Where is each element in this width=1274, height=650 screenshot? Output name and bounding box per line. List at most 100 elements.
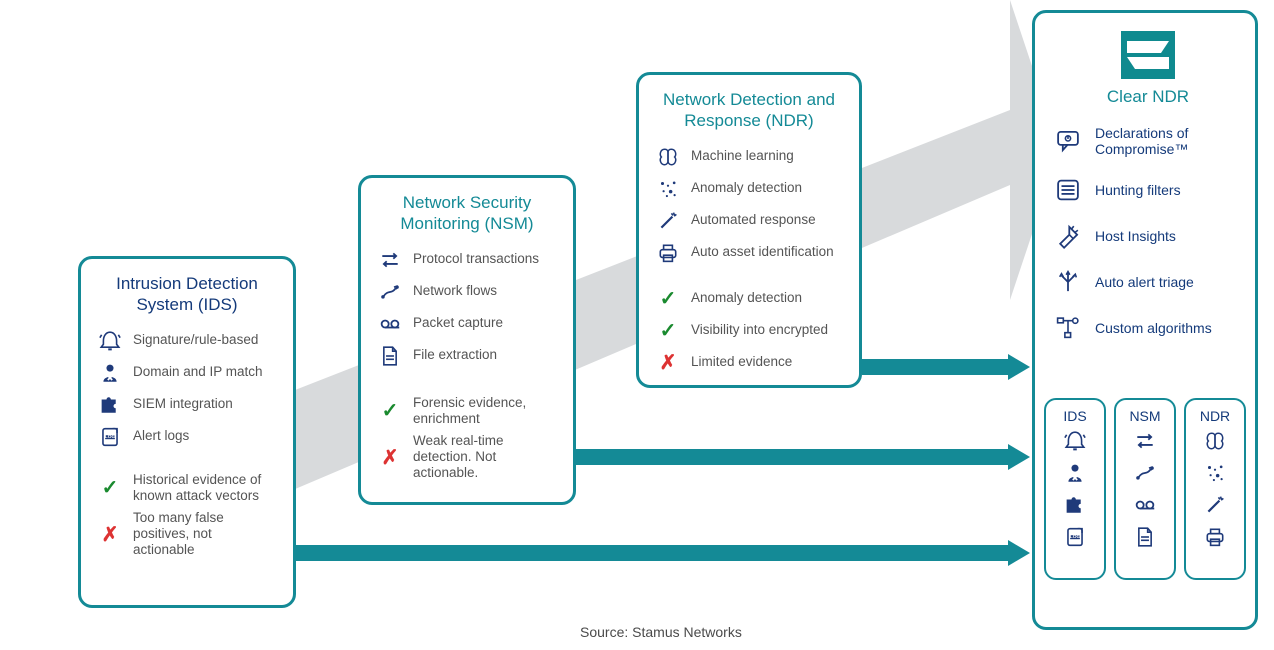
clear-ndr-feature-text-2: Host Insights [1095, 228, 1176, 244]
ids-feature-text-0: Signature/rule-based [133, 332, 277, 348]
mini-ids-label: IDS [1052, 408, 1098, 424]
teal-arrow-1 [576, 444, 1030, 470]
log-icon: LOG [1064, 526, 1086, 548]
teal-arrow-2 [862, 354, 1030, 380]
clear-ndr-feature-text-4: Custom algorithms [1095, 320, 1212, 336]
nsm-feature-text-0: Protocol transactions [413, 251, 557, 267]
check-icon: ✓ [660, 318, 677, 343]
filter-icon [1053, 175, 1083, 205]
person-x-icon [1064, 462, 1086, 484]
clear-ndr-feature-3: Auto alert triage [1053, 267, 1249, 297]
ids-feature-0: Signature/rule-based [97, 328, 277, 354]
mini-ndr-card: NDR [1184, 398, 1246, 580]
ndr-check-text-0: Anomaly detection [691, 290, 843, 306]
ids-feature-3: LOGAlert logs [97, 424, 277, 450]
ndr-check-text-1: Visibility into encrypted [691, 322, 843, 338]
teal-arrow-0 [296, 540, 1030, 566]
mini-ndr-label: NDR [1192, 408, 1238, 424]
puzzle-icon [1064, 494, 1086, 516]
clear-ndr-title: Clear NDR [1035, 87, 1261, 107]
nsm-feature-2: Packet capture [377, 311, 557, 337]
ndr-feature-text-2: Automated response [691, 212, 843, 228]
ids-check-text-0: Historical evidence of known attack vect… [133, 472, 277, 504]
mini-ids-card: IDS LOG [1044, 398, 1106, 580]
bell-icon [97, 328, 123, 354]
check-icon: ✓ [382, 398, 399, 423]
wand-icon [1204, 494, 1226, 516]
flow-icon [1134, 462, 1156, 484]
ids-title: Intrusion Detection System (IDS) [97, 273, 277, 316]
cross-icon: ✗ [382, 445, 399, 470]
ids-feature-text-1: Domain and IP match [133, 364, 277, 380]
branch-icon [1053, 267, 1083, 297]
puzzle-icon [97, 392, 123, 418]
nsm-feature-1: Network flows [377, 279, 557, 305]
nsm-feature-text-2: Packet capture [413, 315, 557, 331]
mini-nsm-card: NSM [1114, 398, 1176, 580]
ndr-cross-2: ✗ Limited evidence [655, 350, 843, 376]
ids-feature-text-2: SIEM integration [133, 396, 277, 412]
printer-icon [655, 240, 681, 266]
log-icon: LOG [97, 424, 123, 450]
svg-text:LOG: LOG [105, 434, 116, 440]
nsm-cross-1: ✗ Weak real-time detection. Not actionabl… [377, 433, 557, 482]
source-attribution: Source: Stamus Networks [580, 624, 742, 640]
clear-ndr-feature-2: Host Insights [1053, 221, 1249, 251]
ids-cross-text-1: Too many false positives, not actionable [133, 510, 277, 559]
clear-ndr-feature-1: Hunting filters [1053, 175, 1249, 205]
swap-icon [377, 247, 403, 273]
nsm-feature-text-1: Network flows [413, 283, 557, 299]
printer-icon [1204, 526, 1226, 548]
speech-icon [1053, 126, 1083, 156]
ids-check-0: ✓ Historical evidence of known attack vec… [97, 472, 277, 504]
file-icon [377, 343, 403, 369]
ndr-feature-text-3: Auto asset identification [691, 244, 843, 260]
reel-icon [1134, 494, 1156, 516]
ndr-feature-3: Auto asset identification [655, 240, 843, 266]
nsm-cross-text-1: Weak real-time detection. Not actionable… [413, 433, 557, 482]
ndr-check-1: ✓ Visibility into encrypted [655, 318, 843, 344]
ndr-title: Network Detection and Response (NDR) [655, 89, 843, 132]
stamus-logo-icon [1121, 31, 1175, 79]
ndr-feature-2: Automated response [655, 208, 843, 234]
flow-icon [377, 279, 403, 305]
ndr-check-0: ✓ Anomaly detection [655, 286, 843, 312]
ids-feature-2: SIEM integration [97, 392, 277, 418]
person-x-icon [97, 360, 123, 386]
nsm-feature-0: Protocol transactions [377, 247, 557, 273]
reel-icon [377, 311, 403, 337]
wand-icon [655, 208, 681, 234]
ndr-feature-1: Anomaly detection [655, 176, 843, 202]
check-icon: ✓ [660, 286, 677, 311]
nsm-check-text-0: Forensic evidence, enrichment [413, 395, 557, 427]
nsm-title: Network Security Monitoring (NSM) [377, 192, 557, 235]
clear-ndr-feature-4: Custom algorithms [1053, 313, 1249, 343]
mini-nsm-label: NSM [1122, 408, 1168, 424]
clear-ndr-feature-text-0: Declarations of Compromise™ [1095, 125, 1249, 157]
clear-ndr-feature-0: Declarations of Compromise™ [1053, 125, 1249, 157]
swap-icon [1134, 430, 1156, 452]
nsm-card: Network Security Monitoring (NSM) Protoc… [358, 175, 576, 505]
clear-ndr-feature-text-3: Auto alert triage [1095, 274, 1194, 290]
ids-card: Intrusion Detection System (IDS) Signatu… [78, 256, 296, 608]
check-icon: ✓ [102, 475, 119, 500]
nodes-icon [1053, 313, 1083, 343]
dots-icon [655, 176, 681, 202]
ids-cross-1: ✗ Too many false positives, not actionabl… [97, 510, 277, 559]
cross-icon: ✗ [660, 350, 677, 375]
ndr-card: Network Detection and Response (NDR) Mac… [636, 72, 862, 388]
brain-icon [655, 144, 681, 170]
file-icon [1134, 526, 1156, 548]
bell-icon [1064, 430, 1086, 452]
cross-icon: ✗ [102, 522, 119, 547]
ndr-feature-text-0: Machine learning [691, 148, 843, 164]
nsm-feature-3: File extraction [377, 343, 557, 369]
flashlight-icon [1053, 221, 1083, 251]
nsm-feature-text-3: File extraction [413, 347, 557, 363]
dots-icon [1204, 462, 1226, 484]
clear-ndr-feature-text-1: Hunting filters [1095, 182, 1181, 198]
ndr-cross-text-2: Limited evidence [691, 354, 843, 370]
svg-text:LOG: LOG [1070, 534, 1081, 540]
brain-icon [1204, 430, 1226, 452]
ndr-feature-0: Machine learning [655, 144, 843, 170]
